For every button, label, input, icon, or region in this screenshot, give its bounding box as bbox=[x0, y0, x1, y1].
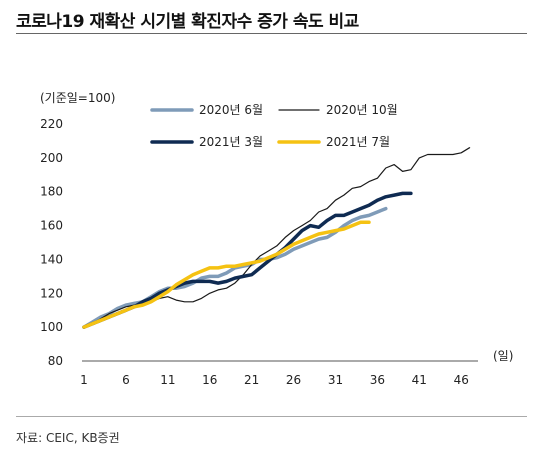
x-tick-label: 26 bbox=[286, 373, 301, 387]
x-tick-label: 31 bbox=[328, 373, 343, 387]
legend-label-2: 2020년 10월 bbox=[326, 103, 398, 117]
y-tick-label: 180 bbox=[40, 185, 63, 199]
y-tick-label: 140 bbox=[40, 252, 63, 266]
x-tick-label: 21 bbox=[244, 373, 259, 387]
legend-label-4: 2021년 7월 bbox=[326, 135, 390, 149]
source-divider bbox=[16, 416, 527, 417]
y-tick-label: 80 bbox=[48, 354, 63, 368]
y-axis-label: (기준일=100) bbox=[40, 91, 115, 105]
x-tick-label: 6 bbox=[122, 373, 130, 387]
source-note: 자료: CEIC, KB증권 bbox=[16, 431, 120, 445]
x-tick-label: 11 bbox=[160, 373, 175, 387]
x-axis-label: (일) bbox=[493, 349, 513, 363]
title-divider bbox=[16, 33, 527, 34]
legend-label-1: 2020년 6월 bbox=[199, 103, 263, 117]
chart-series bbox=[82, 147, 471, 329]
y-tick-label: 160 bbox=[40, 219, 63, 233]
x-tick-label: 36 bbox=[370, 373, 385, 387]
x-tick-label: 46 bbox=[454, 373, 469, 387]
y-tick-label: 220 bbox=[40, 117, 63, 131]
chart-legend: 2020년 6월 2020년 10월 2021년 3월 2021년 7월 bbox=[150, 103, 398, 149]
chart-title: 코로나19 재확산 시기별 확진자수 증가 속도 비교 bbox=[16, 12, 359, 32]
legend-label-3: 2021년 3월 bbox=[199, 135, 263, 149]
y-tick-label: 120 bbox=[40, 286, 63, 300]
x-tick-label: 16 bbox=[202, 373, 217, 387]
x-tick-label: 41 bbox=[412, 373, 427, 387]
x-tick-label: 1 bbox=[80, 373, 88, 387]
y-tick-label: 100 bbox=[40, 320, 63, 334]
series-line-4 bbox=[82, 220, 371, 329]
y-tick-label: 200 bbox=[40, 151, 63, 165]
